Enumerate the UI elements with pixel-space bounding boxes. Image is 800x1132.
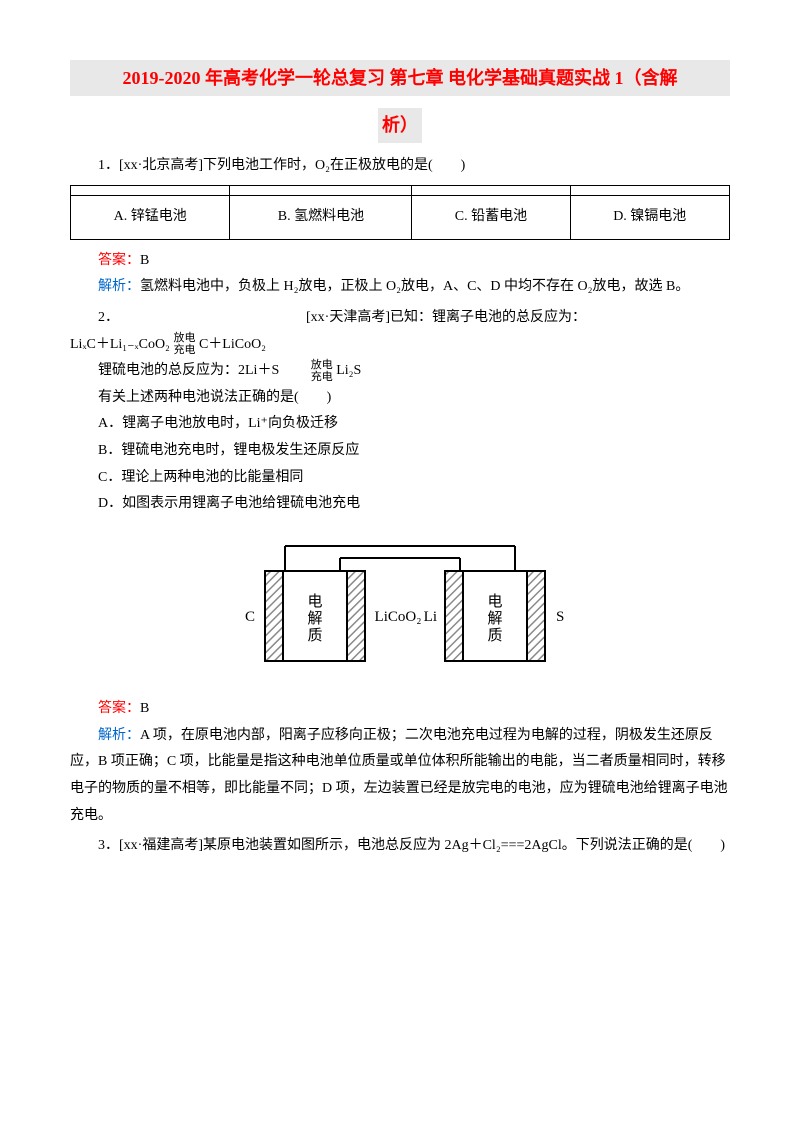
q1-opt-b: B. 氢燃料电池 — [230, 196, 412, 240]
q1-stem: 1．[xx·北京高考]下列电池工作时，O₂在正极放电的是( ) — [70, 153, 730, 180]
q2-eq2-right: Li₂S — [336, 363, 361, 378]
eq2-bot: 充电 — [283, 371, 333, 383]
q1-answer: 答案：B — [70, 248, 730, 275]
q1-opt-d: D. 镍镉电池 — [570, 196, 730, 240]
eq1-top: 放电 — [173, 332, 195, 344]
diagram-left-dj1: 电 — [307, 593, 322, 610]
q1-opt-c: C. 铅蓄电池 — [412, 196, 570, 240]
q2-eq1: LiₓC＋Li₁₋ₓCoO₂ 放电 充电 C＋LiCoO₂ — [70, 332, 730, 359]
q2-opt-a: A．锂离子电池放电时，Li⁺向负极迁移 — [70, 411, 730, 438]
diagram-left-dj2: 解 — [307, 610, 322, 627]
q1-explain-text: 氢燃料电池中，负极上 H₂放电，正极上 O₂放电，A、C、D 中均不存在 O₂放… — [140, 279, 689, 294]
q2-answer: 答案：B — [70, 696, 730, 723]
q1-explain: 解析：氢燃料电池中，负极上 H₂放电，正极上 O₂放电，A、C、D 中均不存在 … — [70, 274, 730, 301]
explain-label: 解析： — [98, 728, 140, 743]
question-2: 2． [xx·天津高考]已知：锂离子电池的总反应为： LiₓC＋Li₁₋ₓCoO… — [70, 305, 730, 829]
q3-stem: 3．[xx·福建高考]某原电池装置如图所示，电池总反应为 2Ag＋Cl₂===2… — [70, 833, 730, 860]
diagram-left-dj3: 质 — [307, 627, 322, 644]
q2-explain-text: A 项，在原电池内部，阳离子应移向正极；二次电池充电过程为电解的过程，阴极发生还… — [70, 728, 728, 823]
q2-eq1-right: C＋LiCoO₂ — [199, 337, 266, 352]
diagram-right-dj2: 解 — [487, 610, 502, 627]
diagram-li: Li — [424, 609, 437, 625]
q2-opt-c: C．理论上两种电池的比能量相同 — [70, 465, 730, 492]
q1-options-table: A. 锌锰电池 B. 氢燃料电池 C. 铅蓄电池 D. 镍镉电池 — [70, 185, 730, 240]
q2-opt-b: B．锂硫电池充电时，锂电极发生还原反应 — [70, 438, 730, 465]
table-row: A. 锌锰电池 B. 氢燃料电池 C. 铅蓄电池 D. 镍镉电池 — [71, 196, 730, 240]
q2-opt-d: D．如图表示用锂离子电池给锂硫电池充电 — [70, 491, 730, 518]
q2-explain: 解析：A 项，在原电池内部，阳离子应移向正极；二次电池充电过程为电解的过程，阴极… — [70, 723, 730, 829]
eq1-bot: 充电 — [173, 344, 195, 356]
doc-title-line2-wrap: 析） — [70, 108, 730, 142]
diagram-right-dj1: 电 — [487, 593, 502, 610]
q2-eq1-left: LiₓC＋Li₁₋ₓCoO₂ — [70, 337, 170, 352]
doc-title-line2: 析） — [378, 108, 422, 142]
battery-diagram-svg: C 电 解 质 LiCoO₂ Li 电 解 质 S — [230, 526, 570, 676]
q2-source: [xx·天津高考]已知：锂离子电池的总反应为： — [306, 310, 586, 325]
diagram-licoo2: LiCoO₂ — [375, 609, 422, 625]
answer-label: 答案： — [98, 701, 140, 716]
q2-line1: 2． [xx·天津高考]已知：锂离子电池的总反应为： — [70, 305, 730, 332]
eq2-top: 放电 — [283, 359, 333, 371]
question-3: 3．[xx·福建高考]某原电池装置如图所示，电池总反应为 2Ag＋Cl₂===2… — [70, 833, 730, 860]
q2-diagram: C 电 解 质 LiCoO₂ Li 电 解 质 S — [230, 526, 570, 687]
q2-eq2-intro: 锂硫电池的总反应为：2Li＋S — [98, 363, 279, 378]
q1-answer-value: B — [140, 253, 149, 268]
question-1: 1．[xx·北京高考]下列电池工作时，O₂在正极放电的是( ) A. 锌锰电池 … — [70, 153, 730, 301]
q1-opt-a: A. 锌锰电池 — [71, 196, 230, 240]
answer-label: 答案： — [98, 253, 140, 268]
explain-label: 解析： — [98, 279, 140, 294]
diagram-c-label: C — [245, 609, 255, 625]
doc-title-line1: 2019-2020 年高考化学一轮总复习 第七章 电化学基础真题实战 1（含解 — [70, 60, 730, 96]
reaction-arrow-2: 放电 充电 — [283, 359, 333, 383]
diagram-s: S — [556, 609, 564, 625]
reaction-arrow-1: 放电 充电 — [173, 332, 195, 356]
q2-eq2: 锂硫电池的总反应为：2Li＋S 放电 充电 Li₂S — [70, 358, 730, 385]
q2-answer-value: B — [140, 701, 149, 716]
diagram-right-dj3: 质 — [487, 627, 502, 644]
q2-num: 2． — [98, 310, 119, 325]
q2-prompt: 有关上述两种电池说法正确的是( ) — [70, 385, 730, 412]
